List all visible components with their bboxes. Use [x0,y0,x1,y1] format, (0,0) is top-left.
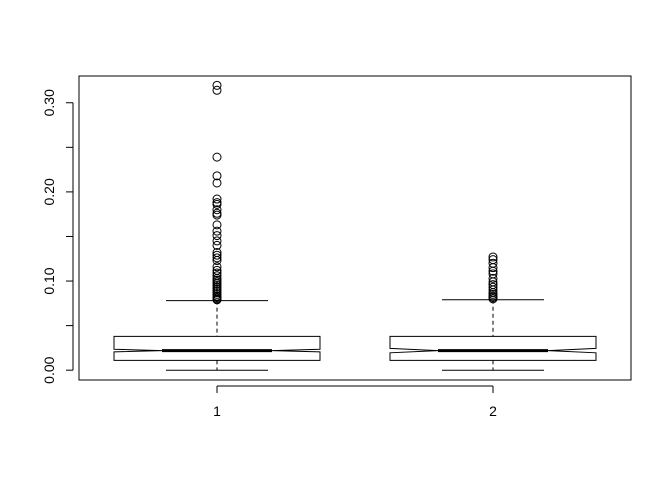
y-tick-label: 0.30 [41,89,57,116]
outlier-point [212,199,222,209]
outlier-point [488,273,498,283]
outlier-point [212,231,222,241]
outlier-point [212,210,222,220]
outlier-point [212,250,222,260]
outlier-point [212,178,222,188]
y-tick-label: 0.20 [41,178,57,205]
outlier-point [212,240,222,250]
outlier-point [212,256,222,266]
box-group-1 [113,80,321,371]
outlier-point [212,205,222,215]
box [389,335,597,361]
boxes [113,80,597,371]
y-axis: 0.00 0.10 0.20 0.30 [41,89,74,384]
outlier-point [212,152,222,162]
outlier-point [488,294,498,304]
outlier-point [212,80,222,90]
outlier-point [212,295,222,305]
outlier-point [212,220,222,230]
x-tick-label: 2 [489,403,497,419]
outlier-point [212,194,222,204]
plot-frame [78,75,632,381]
outlier-point [488,266,498,276]
outlier-point [212,268,222,278]
outlier-point [212,253,222,263]
box [113,335,321,361]
box-group-2 [389,252,597,371]
outlier-point [212,236,222,246]
x-tick-label: 1 [213,403,221,419]
outlier-point [212,262,222,272]
y-tick-label: 0.10 [41,267,57,294]
outlier-point [488,252,498,262]
outlier-point [212,226,222,236]
outlier-point [212,171,222,181]
outlier-point [488,282,498,292]
outlier-point [488,263,498,273]
y-tick-label: 0.00 [41,356,57,383]
outlier-point [212,85,222,95]
